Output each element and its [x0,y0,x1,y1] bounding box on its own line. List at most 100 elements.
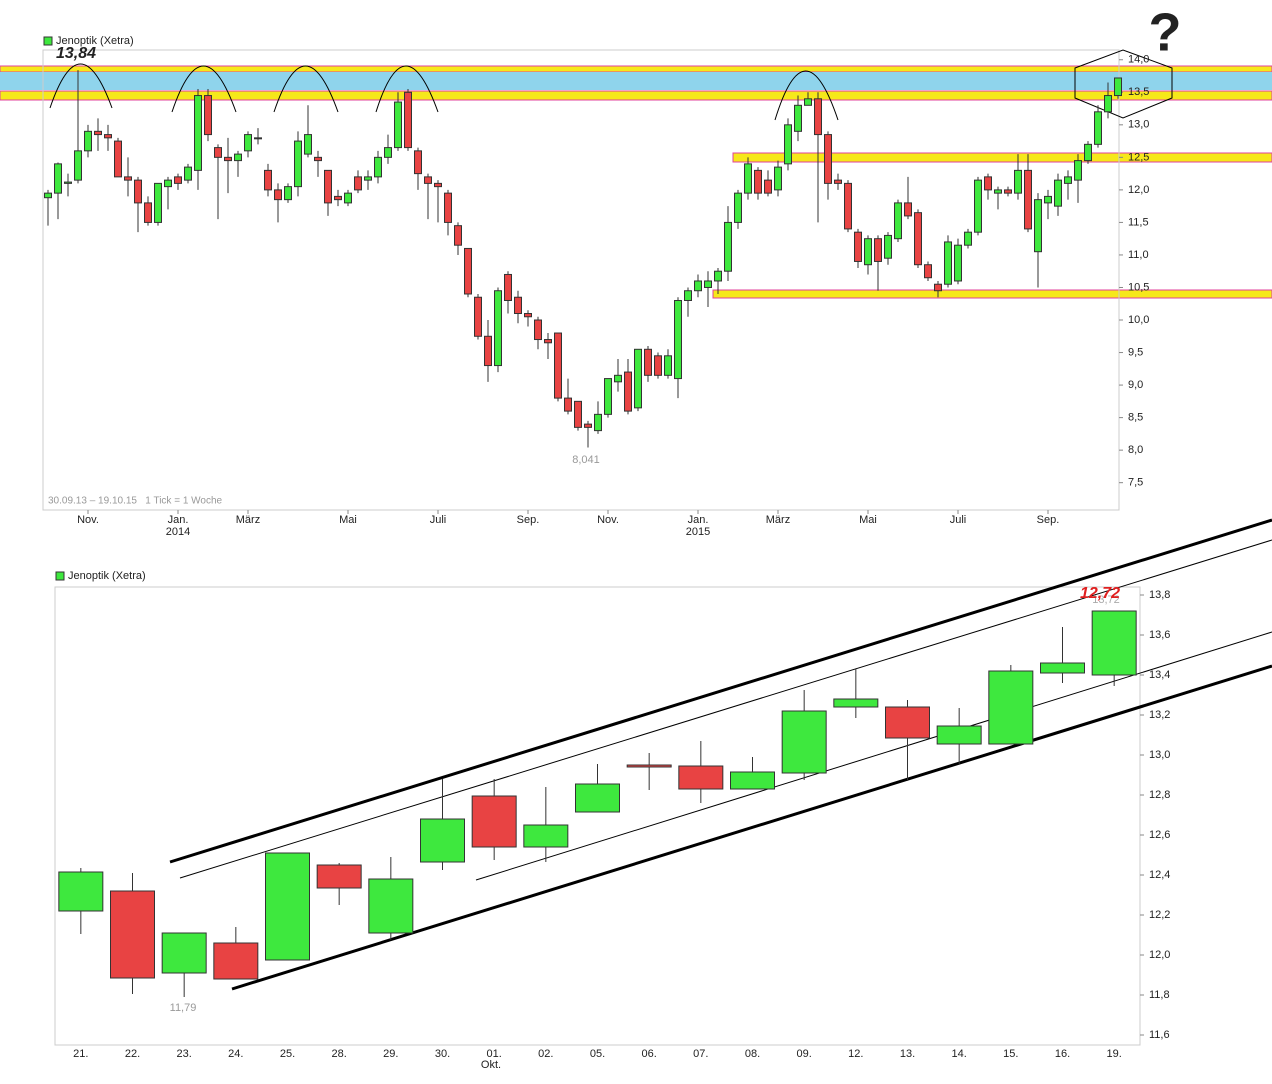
y-tick-label: 12,4 [1149,869,1170,881]
y-tick-label: 13,6 [1149,629,1170,641]
y-tick-label: 13,8 [1149,589,1170,601]
x-tick-label: Nov. [77,514,99,526]
candle-body [564,397,572,412]
candle-body [134,179,142,204]
candle-body [154,182,162,223]
y-tick-label: 11,6 [1149,1029,1170,1041]
candle-body [575,783,620,813]
candle-body [534,319,542,341]
x-tick-label: 09. [797,1048,812,1060]
candle-body [1044,195,1052,204]
candle-body [574,400,582,428]
candle-body [936,725,982,745]
candle-body [734,192,742,223]
x-tick-label: März [236,514,260,526]
candle-body [814,98,822,136]
candle-body [394,101,402,149]
candle-body [833,698,879,708]
resistance-line [0,65,1272,73]
candle-body [1040,662,1085,674]
candle-body [624,371,632,412]
candle-body [1034,199,1042,253]
candle-body [368,878,414,934]
x-tick-label: Sep. [1037,514,1060,526]
candle-body [1074,160,1082,181]
candle-body [1114,77,1122,97]
y-tick-label: 12,5 [1128,151,1149,163]
candle-body [58,871,104,912]
candle-body [1091,610,1137,676]
x-tick-label: Juli [950,514,967,526]
candle-body [144,202,152,223]
candle-body [954,244,962,282]
candle-body [604,378,612,415]
channel-line [475,631,1272,881]
candle-body [694,280,702,292]
candle-body [504,273,512,301]
candle-body [984,176,992,191]
candle-body [594,413,602,432]
candle-body [234,153,242,162]
candle-body [224,156,232,162]
candle-body [934,283,942,292]
candle-body [744,163,752,194]
candle-body [110,890,155,979]
arch [49,63,113,109]
x-tick-label: 08. [745,1048,760,1060]
range-note: 30.09.13 – 19.10.15 1 Tick = 1 Woche [48,496,223,507]
plot-frame [42,49,1120,511]
candle-body [434,182,442,188]
low-annotation: 8,041 [572,454,600,466]
x-tick-label: 12. [848,1048,863,1060]
x-tick-label: 06. [642,1048,657,1060]
x-tick-label: 30. [435,1048,450,1060]
x-tick-label: 05. [590,1048,605,1060]
y-tick-label: 13,2 [1149,709,1170,721]
candle-body [324,169,332,204]
candle-body [664,355,672,376]
y-tick-label: 12,8 [1149,789,1170,801]
y-tick-label: 9,5 [1128,346,1143,358]
candle-body [714,270,722,282]
candle-body [1094,111,1102,145]
candle-body [634,348,642,409]
candle-body [1054,179,1062,207]
candle-body [124,176,132,181]
candle-body [64,181,72,184]
y-tick-label: 11,5 [1128,216,1149,228]
candle-body [471,795,517,848]
year-label: 2015 [686,526,710,538]
candle-body [254,137,262,140]
legend-label: Jenoptik (Xetra) [56,35,134,47]
candle-body [994,189,1002,194]
y-tick-label: 10,0 [1128,314,1149,326]
candle-body [754,169,762,194]
arches [49,49,1173,121]
candle-body [944,241,952,285]
y-tick-label: 10,5 [1128,281,1149,293]
candle-body [274,189,282,201]
candle-body [914,212,922,266]
last-annotation: 12,72 [1080,585,1120,602]
y-tick-label: 8,5 [1128,412,1143,424]
x-tick-label: 23. [177,1048,192,1060]
candle-body [834,179,842,184]
y-tick-label: 12,6 [1149,829,1170,841]
x-tick-label: 07. [693,1048,708,1060]
resistance-line [0,90,1272,101]
candle-body [964,231,972,246]
x-tick-label: 13. [900,1048,915,1060]
candle-body [84,130,92,152]
question-mark: ? [1149,2,1182,62]
arch [273,65,339,113]
candle-body [544,339,552,344]
candle-body [794,104,802,132]
candle-body [214,147,222,158]
candle-body [374,156,382,178]
resistance-zone [0,72,1272,90]
candle-body [1064,176,1072,184]
candle-body [161,932,207,974]
y-tick-label: 13,0 [1149,749,1170,761]
x-tick-label: Sep. [517,514,540,526]
